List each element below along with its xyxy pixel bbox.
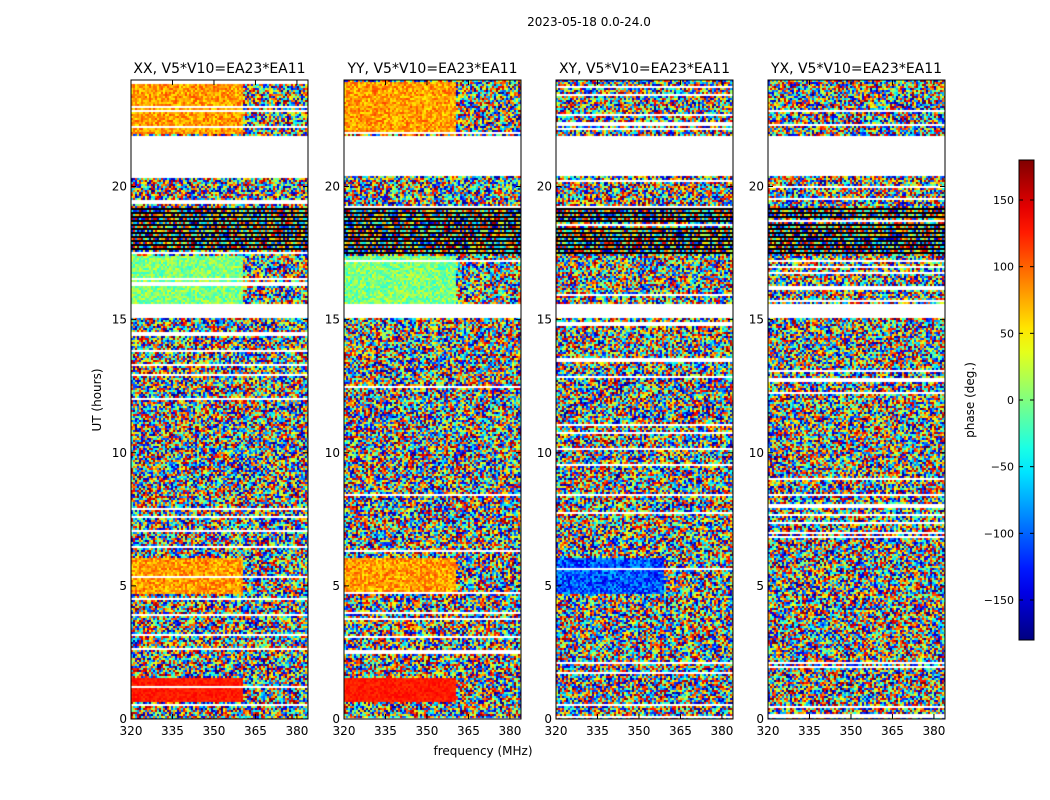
y-tick-label: 15 — [325, 313, 340, 327]
y-tick-label: 10 — [325, 446, 340, 460]
heatmap-image — [768, 80, 945, 719]
panel-2: XY, V5*V10=EA23*EA11 320 335 350 365 380 0 5 10 1… — [537, 61, 734, 738]
y-tick-label: 15 — [537, 313, 552, 327]
y-tick-label: 5 — [756, 579, 764, 593]
panel-frame — [767, 79, 946, 720]
x-tick-label: 335 — [586, 724, 609, 738]
x-tick-label: 320 — [333, 724, 356, 738]
x-tick-label: 365 — [457, 724, 480, 738]
x-tick-label: 350 — [840, 724, 863, 738]
x-tick-label: 365 — [669, 724, 692, 738]
colorbar-tick-label: −150 — [984, 594, 1014, 607]
y-tick-label: 10 — [537, 446, 552, 460]
y-tick-label: 20 — [325, 180, 340, 194]
x-tick-label: 380 — [710, 724, 733, 738]
panel-title: XY, V5*V10=EA23*EA11 — [559, 61, 730, 77]
y-tick-label: 10 — [112, 446, 127, 460]
heatmap-image — [556, 80, 733, 719]
panel-title: XX, V5*V10=EA23*EA11 — [133, 61, 305, 77]
y-tick-label: 0 — [544, 712, 552, 726]
panel-frame — [555, 79, 734, 720]
x-tick-label: 380 — [498, 724, 521, 738]
colorbar-label: phase (deg.) — [963, 362, 977, 438]
x-tick-label: 320 — [120, 724, 143, 738]
x-tick-label: 335 — [798, 724, 821, 738]
panel-title: YY, V5*V10=EA23*EA11 — [346, 61, 517, 77]
y-tick-label: 5 — [544, 579, 552, 593]
x-tick-label: 365 — [881, 724, 904, 738]
colorbar-tick-label: 150 — [993, 194, 1014, 207]
x-tick-label: 365 — [244, 724, 267, 738]
x-tick-label: 380 — [285, 724, 308, 738]
x-axis-label: frequency (MHz) — [433, 744, 532, 758]
figure-suptitle: 2023-05-18 0.0-24.0 — [527, 15, 651, 29]
y-tick-label: 20 — [537, 180, 552, 194]
colorbar-tick-label: 50 — [1000, 327, 1014, 340]
x-tick-label: 320 — [545, 724, 568, 738]
colorbar: 150 100 50 0 −50 −100 −150 — [984, 159, 1035, 641]
x-tick-label: 335 — [374, 724, 397, 738]
y-tick-label: 5 — [119, 579, 127, 593]
heatmap-image — [344, 80, 521, 719]
x-tick-label: 320 — [757, 724, 780, 738]
y-tick-label: 0 — [332, 712, 340, 726]
x-tick-label: 380 — [922, 724, 945, 738]
panel-0: XX, V5*V10=EA23*EA11 320 335 350 365 380 0 5 10 1… — [112, 61, 309, 738]
y-tick-label: 20 — [749, 180, 764, 194]
panel-frame — [130, 79, 309, 720]
colorbar-tick-label: 0 — [1007, 394, 1014, 407]
colorbar-tick-label: −50 — [991, 461, 1014, 474]
y-tick-label: 5 — [332, 579, 340, 593]
panel-3: YX, V5*V10=EA23*EA11 320 335 350 365 380 0 5 10 1… — [749, 61, 946, 738]
x-tick-label: 350 — [203, 724, 226, 738]
y-axis-label: UT (hours) — [90, 368, 104, 431]
panel-title: YX, V5*V10=EA23*EA11 — [770, 61, 942, 77]
y-tick-label: 20 — [112, 180, 127, 194]
x-tick-label: 335 — [161, 724, 184, 738]
colorbar-tick-label: 100 — [993, 261, 1014, 274]
panels: XX, V5*V10=EA23*EA11 320 335 350 365 380 0 5 10 1… — [112, 61, 946, 738]
heatmap-image — [131, 80, 308, 719]
panel-frame — [343, 79, 522, 720]
panel-1: YY, V5*V10=EA23*EA11 320 335 350 365 380 0 5 10 1… — [325, 61, 522, 738]
y-tick-label: 0 — [119, 712, 127, 726]
y-tick-label: 0 — [756, 712, 764, 726]
y-tick-label: 15 — [112, 313, 127, 327]
y-tick-label: 15 — [749, 313, 764, 327]
y-tick-label: 10 — [749, 446, 764, 460]
x-tick-label: 350 — [416, 724, 439, 738]
x-tick-label: 350 — [628, 724, 651, 738]
colorbar-tick-label: −100 — [984, 527, 1014, 540]
